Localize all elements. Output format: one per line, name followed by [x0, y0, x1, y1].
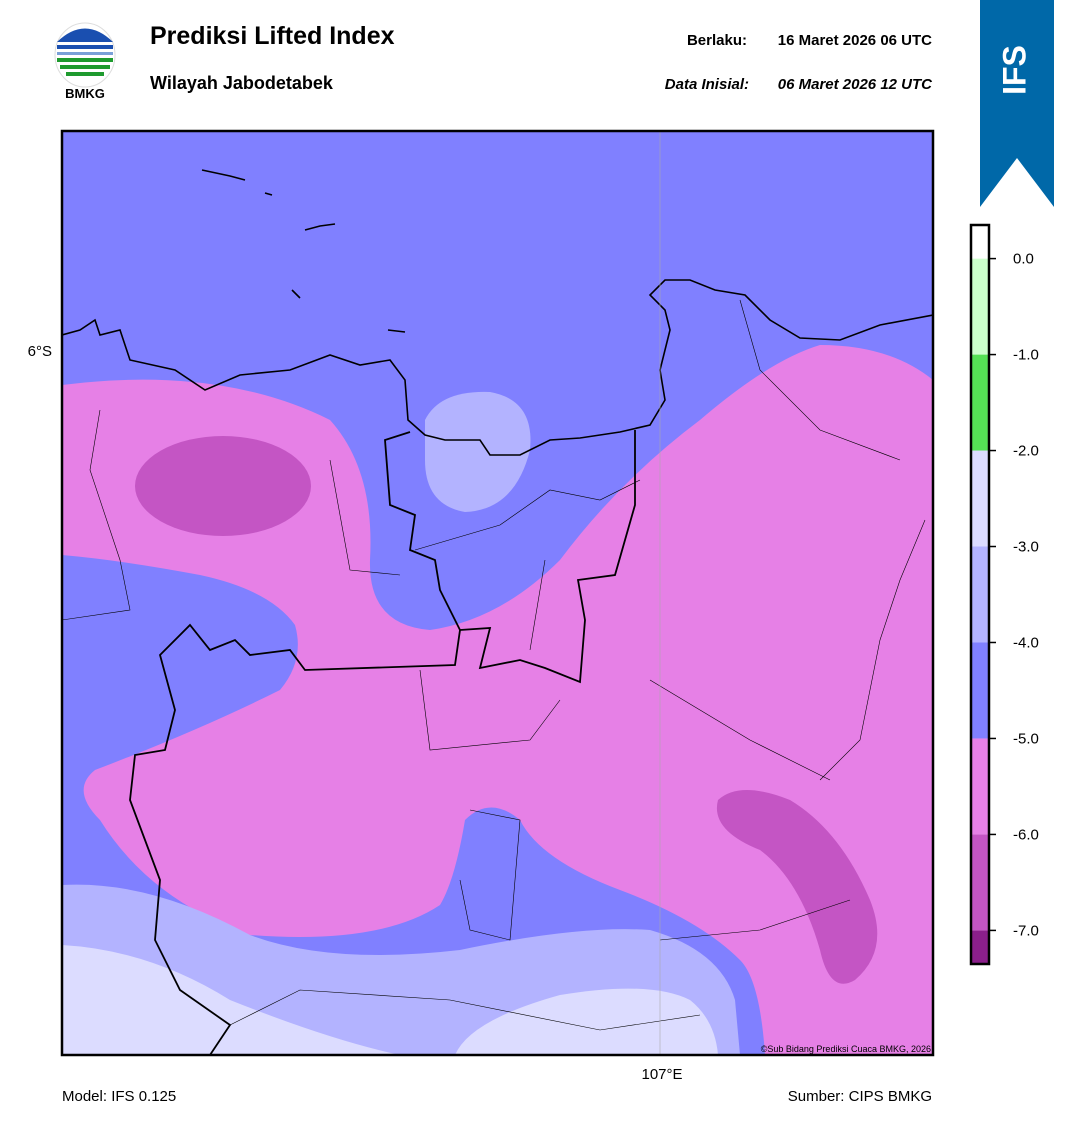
colorbar-band [971, 354, 989, 451]
colorbar-frame [969, 223, 991, 966]
badge [980, 0, 1054, 207]
subtitle: Wilayah Jabodetabek [150, 73, 334, 93]
colorbar-band [971, 642, 989, 739]
field-region [135, 436, 311, 536]
colorbar-tick-label: -7.0 [1013, 922, 1039, 939]
valid-time: 16 Maret 2026 06 UTC [778, 32, 932, 49]
badge-text: IFS [996, 45, 1032, 95]
colorbar-band [971, 738, 989, 835]
valid-label: Berlaku: [687, 32, 747, 49]
title: Prediksi Lifted Index [150, 22, 395, 50]
logo [54, 22, 116, 88]
colorbar-tick-label: -5.0 [1013, 730, 1039, 747]
colorbar-tick-label: -4.0 [1013, 634, 1039, 651]
field-region [455, 988, 718, 1055]
init-time: 06 Maret 2026 12 UTC [778, 76, 933, 93]
logo-text: BMKG [65, 86, 105, 101]
field-region [716, 790, 878, 984]
colorbar-band [971, 450, 989, 547]
colorbar: -7.0 -6.0 -5.0 -4.0 -3.0 -2.0 -1.0 0.0 [969, 223, 1039, 966]
colorbar-band [971, 834, 989, 931]
colorbar-tick-label: -6.0 [1013, 826, 1039, 843]
model: Model: IFS 0.125 [62, 1088, 176, 1105]
field-region [62, 945, 400, 1055]
lat-label: 6°S [28, 343, 52, 360]
map [62, 131, 933, 1055]
field-region [425, 391, 531, 512]
init-label: Data Inisial: [665, 76, 749, 93]
colorbar-band [971, 930, 989, 964]
credit: ©Sub Bidang Prediksi Cuaca BMKG, 2026 [761, 1044, 931, 1054]
colorbar-band [971, 258, 989, 355]
lon-label: 107°E [641, 1066, 682, 1083]
colorbar-tick-label: 0.0 [1013, 251, 1034, 268]
source: Sumber: CIPS BMKG [788, 1088, 932, 1105]
colorbar-band [971, 225, 989, 259]
colorbar-tick-label: -3.0 [1013, 539, 1039, 556]
map-frame [60, 129, 935, 1057]
colorbar-tick-label: -2.0 [1013, 443, 1039, 460]
colorbar-tick-label: -1.0 [1013, 347, 1039, 364]
colorbar-band [971, 546, 989, 643]
